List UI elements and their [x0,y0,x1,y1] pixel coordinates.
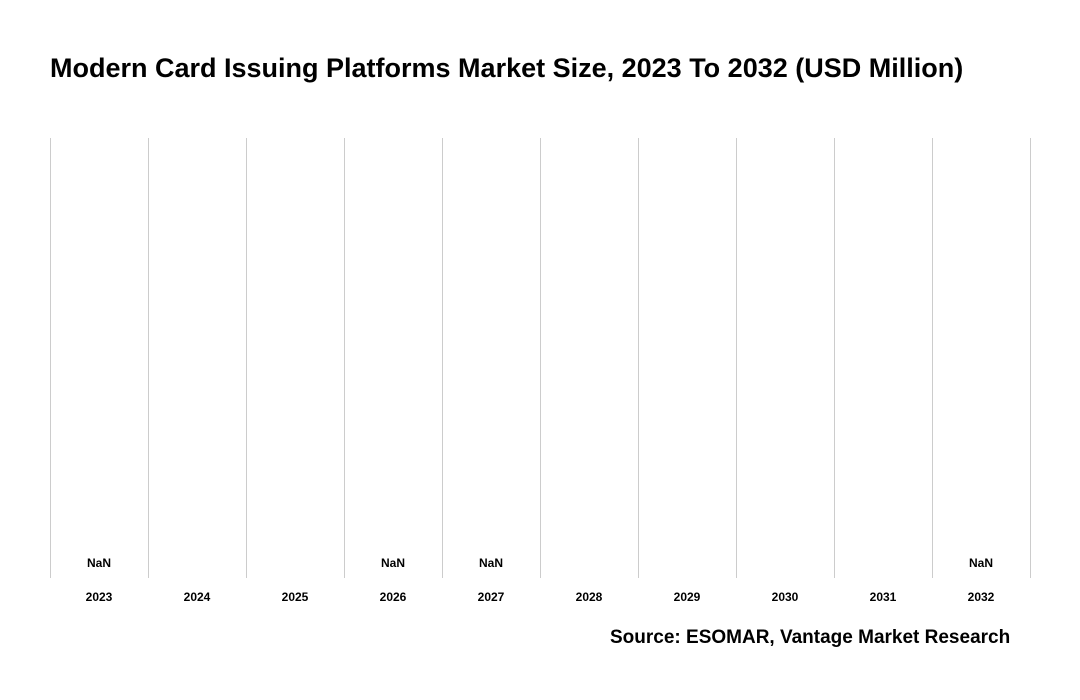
gridline [246,138,247,578]
bar-value-label: NaN [479,556,503,570]
x-axis-tick: 2032 [968,590,995,604]
x-axis-tick: 2028 [576,590,603,604]
gridline [736,138,737,578]
plot-area: NaN202320242025NaN2026NaN202720282029203… [50,138,1030,578]
x-axis-tick: 2027 [478,590,505,604]
gridline [638,138,639,578]
gridline [148,138,149,578]
gridline [442,138,443,578]
gridline [1030,138,1031,578]
gridline [540,138,541,578]
gridline [50,138,51,578]
x-axis-tick: 2024 [184,590,211,604]
bar-value-label: NaN [381,556,405,570]
x-axis-tick: 2023 [86,590,113,604]
x-axis-tick: 2031 [870,590,897,604]
bar-value-label: NaN [969,556,993,570]
x-axis-tick: 2030 [772,590,799,604]
chart-title: Modern Card Issuing Platforms Market Siz… [50,53,963,84]
x-axis-tick: 2029 [674,590,701,604]
x-axis-tick: 2026 [380,590,407,604]
gridline [344,138,345,578]
chart-container: Modern Card Issuing Platforms Market Siz… [0,0,1080,700]
chart-source: Source: ESOMAR, Vantage Market Research [610,627,1010,649]
gridline [834,138,835,578]
bar-value-label: NaN [87,556,111,570]
x-axis-tick: 2025 [282,590,309,604]
gridline [932,138,933,578]
